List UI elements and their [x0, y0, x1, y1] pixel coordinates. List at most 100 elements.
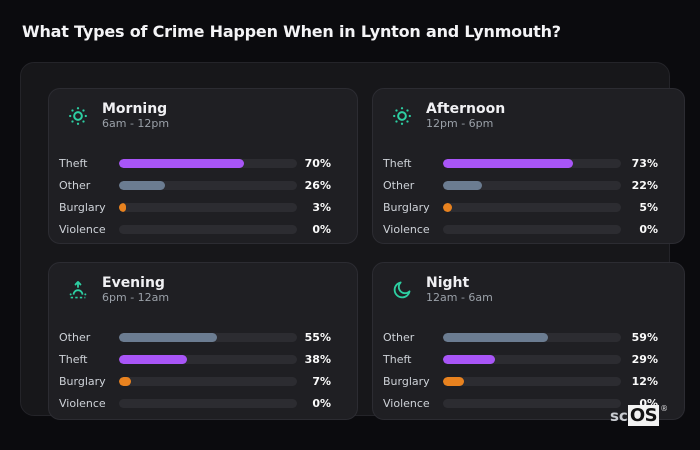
crime-bar-row: Violence 0%	[59, 392, 331, 414]
crime-bar-row: Other 22%	[383, 174, 658, 196]
crime-percent: 26%	[304, 178, 331, 192]
bar-rows: Theft 73% Other 22% Burglary 5% Violence 0%	[383, 152, 658, 240]
bar-fill	[119, 158, 244, 168]
bar-fill	[119, 180, 166, 190]
card-header: Evening 6pm - 12am	[59, 271, 331, 309]
crime-percent: 0%	[312, 396, 331, 410]
bar-track	[443, 202, 621, 212]
bar-fill	[119, 354, 187, 364]
bar-track	[119, 398, 297, 408]
bar-track	[119, 180, 297, 190]
bar-track	[443, 398, 621, 408]
bar-track	[119, 354, 297, 364]
bar-fill	[443, 180, 483, 190]
crime-label: Other	[59, 330, 91, 344]
crime-percent: 0%	[639, 222, 658, 236]
crime-bar-row: Other 59%	[383, 326, 658, 348]
crime-label: Burglary	[59, 374, 106, 388]
crime-bar-row: Theft 38%	[59, 348, 331, 370]
sunrise-icon	[66, 278, 90, 302]
bar-track	[119, 376, 297, 386]
crime-label: Other	[383, 178, 415, 192]
moon-icon	[390, 278, 414, 302]
bar-fill	[119, 376, 132, 386]
crime-bar-row: Theft 70%	[59, 152, 331, 174]
bar-rows: Other 59% Theft 29% Burglary 12% Violence 0%	[383, 326, 658, 414]
card-subtitle: 12am - 6am	[426, 291, 493, 304]
crime-percent: 0%	[312, 222, 331, 236]
bar-fill	[443, 202, 452, 212]
crime-label: Theft	[59, 156, 88, 170]
crime-percent: 73%	[631, 156, 658, 170]
time-card-night: Night 12am - 6am Other 59% Theft 29% Burglar…	[372, 262, 685, 420]
card-subtitle: 12pm - 6pm	[426, 117, 494, 130]
crime-label: Theft	[383, 352, 412, 366]
registered-mark: ®	[660, 404, 669, 413]
crime-percent: 29%	[631, 352, 658, 366]
crime-percent: 3%	[312, 200, 331, 214]
watermark-suffix: OS	[627, 405, 660, 426]
crime-label: Violence	[59, 396, 106, 410]
crime-label: Other	[59, 178, 91, 192]
crime-label: Violence	[383, 396, 430, 410]
crime-percent: 12%	[631, 374, 658, 388]
crime-percent: 59%	[631, 330, 658, 344]
bar-track	[443, 354, 621, 364]
bar-fill	[443, 376, 465, 386]
crime-percent: 7%	[312, 374, 331, 388]
card-subtitle: 6am - 12pm	[102, 117, 170, 130]
watermark-prefix: sc	[610, 407, 628, 425]
crime-label: Theft	[59, 352, 88, 366]
bar-track	[443, 332, 621, 342]
card-title: Night	[426, 275, 470, 291]
crime-label: Other	[383, 330, 415, 344]
crime-percent: 38%	[304, 352, 331, 366]
bar-fill	[119, 332, 217, 342]
bar-rows: Theft 70% Other 26% Burglary 3% Violence 0%	[59, 152, 331, 240]
crime-bar-row: Theft 73%	[383, 152, 658, 174]
crime-bar-row: Burglary 5%	[383, 196, 658, 218]
bar-fill	[443, 158, 573, 168]
card-header: Afternoon 12pm - 6pm	[383, 97, 658, 135]
crime-bar-row: Other 26%	[59, 174, 331, 196]
crime-bar-row: Burglary 3%	[59, 196, 331, 218]
card-header: Night 12am - 6am	[383, 271, 658, 309]
crime-bar-row: Violence 0%	[383, 218, 658, 240]
time-card-evening: Evening 6pm - 12am Other 55% Theft 38% Burgl…	[48, 262, 358, 420]
bar-track	[119, 202, 297, 212]
bar-rows: Other 55% Theft 38% Burglary 7% Violence 0%	[59, 326, 331, 414]
bar-track	[119, 224, 297, 234]
crime-bar-row: Burglary 7%	[59, 370, 331, 392]
bar-fill	[443, 332, 549, 342]
crime-label: Burglary	[383, 200, 430, 214]
time-card-morning: Morning 6am - 12pm Theft 70% Other 26% Burgl…	[48, 88, 358, 244]
bar-track	[443, 180, 621, 190]
crime-bar-row: Theft 29%	[383, 348, 658, 370]
page-title: What Types of Crime Happen When in Lynto…	[22, 22, 561, 41]
card-title: Evening	[102, 275, 165, 291]
bar-track	[443, 376, 621, 386]
crime-label: Burglary	[59, 200, 106, 214]
crime-label: Violence	[59, 222, 106, 236]
crime-label: Burglary	[383, 374, 430, 388]
crime-label: Theft	[383, 156, 412, 170]
bar-fill	[443, 354, 495, 364]
time-card-afternoon: Afternoon 12pm - 6pm Theft 73% Other 22% Bur…	[372, 88, 685, 244]
crime-percent: 5%	[639, 200, 658, 214]
crime-bar-row: Violence 0%	[59, 218, 331, 240]
sun-icon	[66, 104, 90, 128]
bar-track	[443, 158, 621, 168]
crime-label: Violence	[383, 222, 430, 236]
bar-track	[119, 158, 297, 168]
sun-icon	[390, 104, 414, 128]
card-header: Morning 6am - 12pm	[59, 97, 331, 135]
crime-bar-row: Burglary 12%	[383, 370, 658, 392]
card-title: Afternoon	[426, 101, 506, 117]
crime-percent: 55%	[304, 330, 331, 344]
watermark-logo: sc OS ®	[610, 405, 668, 427]
bar-track	[443, 224, 621, 234]
crime-percent: 22%	[631, 178, 658, 192]
card-subtitle: 6pm - 12am	[102, 291, 170, 304]
bar-fill	[119, 202, 126, 212]
crime-percent: 70%	[304, 156, 331, 170]
